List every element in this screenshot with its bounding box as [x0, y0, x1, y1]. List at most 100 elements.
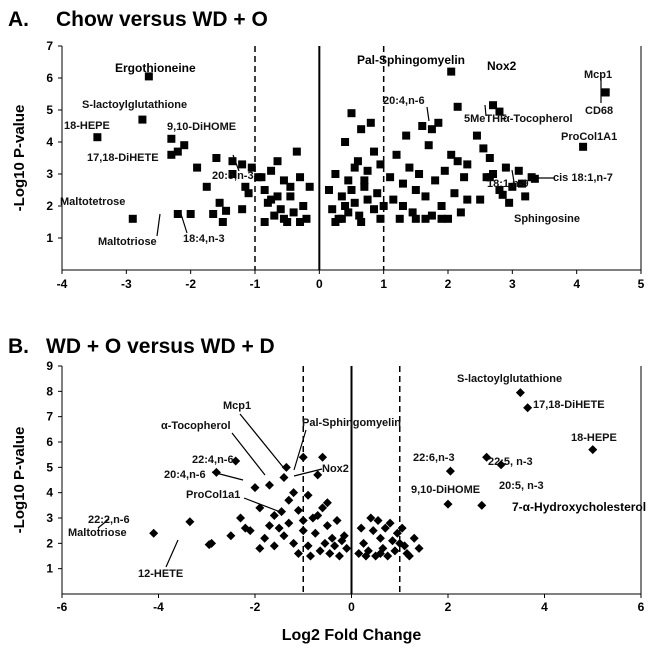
point-annotation: CD68 — [585, 105, 613, 117]
x-tick-label: 3 — [509, 277, 516, 291]
panel-title: WD + O versus WD + D — [46, 335, 275, 358]
data-point — [453, 157, 462, 166]
data-point — [299, 202, 308, 210]
leader-line — [165, 539, 179, 568]
x-tick-label: 0 — [348, 600, 355, 614]
data-point — [342, 543, 352, 553]
labeled-data-point — [211, 467, 221, 477]
x-tick-label: -3 — [121, 277, 132, 291]
data-point — [264, 480, 274, 490]
data-point — [245, 526, 255, 536]
data-point — [331, 170, 340, 178]
labeled-data-point — [495, 107, 504, 116]
y-tick-label: 1 — [46, 231, 53, 245]
point-annotation: Mcp1 — [223, 400, 251, 412]
labeled-data-point — [231, 456, 241, 466]
data-point — [383, 551, 393, 561]
data-point — [350, 163, 359, 172]
labeled-data-point — [523, 403, 533, 413]
point-annotation: Maltotriose — [68, 527, 127, 539]
data-point — [293, 505, 303, 515]
point-annotation: ProCol1A1 — [561, 131, 617, 143]
panel-b: B. WD + O versus WD + D 1 2 3 4 5 6 7 8 9 -6 -4 -2 0 2 4… — [8, 335, 646, 644]
data-point — [289, 538, 299, 548]
data-point — [270, 211, 279, 220]
data-point — [447, 150, 456, 159]
x-tick-label: 2 — [445, 600, 452, 614]
labeled-data-point — [530, 174, 539, 183]
data-point — [450, 189, 459, 198]
data-point — [269, 510, 279, 520]
y-tick-label: 5 — [46, 460, 53, 474]
data-point — [398, 202, 407, 210]
labeled-data-point — [144, 72, 153, 81]
data-point — [411, 186, 420, 194]
data-point — [228, 157, 237, 166]
x-tick-label: -1 — [250, 277, 261, 291]
point-annotation: 17,18-DiHETE — [87, 152, 159, 164]
y-tick-label: 3 — [46, 167, 53, 181]
labeled-data-point — [485, 173, 494, 182]
data-point — [296, 218, 305, 226]
data-point — [517, 179, 526, 188]
data-point — [356, 523, 366, 533]
labeled-data-point — [477, 500, 487, 510]
data-point — [361, 551, 371, 561]
data-point — [255, 503, 265, 513]
point-annotation: 18:4,n-3 — [183, 233, 225, 245]
data-point — [347, 109, 356, 118]
data-point — [293, 548, 303, 558]
data-point — [514, 166, 523, 175]
data-point — [404, 551, 414, 561]
point-annotation: 18-HEPE — [571, 432, 617, 444]
x-tick-label: 2 — [445, 277, 452, 291]
leader-line — [97, 518, 110, 529]
data-point — [392, 150, 401, 159]
data-point — [215, 198, 224, 207]
labeled-data-point — [167, 134, 176, 143]
data-point — [339, 531, 349, 541]
data-point — [322, 498, 332, 508]
data-point — [238, 205, 247, 214]
data-point — [479, 144, 488, 153]
leader-line — [499, 109, 505, 117]
data-point — [292, 147, 301, 156]
point-annotation: 12-HETE — [138, 568, 183, 580]
point-annotation: S-lactoylglutathione — [457, 373, 562, 385]
panel-label: B. — [8, 335, 29, 358]
data-point — [260, 186, 269, 194]
data-point — [289, 208, 298, 217]
labeled-data-point — [588, 445, 598, 455]
data-point — [273, 157, 282, 166]
data-point — [476, 195, 485, 204]
labeled-data-point — [173, 210, 182, 218]
data-point — [315, 546, 325, 556]
data-point — [327, 533, 337, 543]
data-point — [337, 214, 346, 223]
point-annotation: Maltotetrose — [60, 196, 125, 208]
data-point — [350, 198, 359, 207]
point-annotation: 22:5, n-3 — [488, 456, 533, 468]
x-tick-label: -2 — [250, 600, 261, 614]
x-tick-label: -4 — [57, 277, 68, 291]
data-point — [193, 163, 202, 172]
data-point — [286, 182, 295, 191]
point-annotation: Nox2 — [322, 463, 349, 475]
labeled-data-point — [313, 470, 323, 480]
panel-label: A. — [8, 8, 29, 31]
leader-line — [211, 471, 244, 481]
data-point — [267, 166, 276, 175]
point-annotation: α-Tocopherol — [503, 113, 573, 125]
data-point — [298, 516, 308, 526]
data-point — [212, 154, 221, 162]
labeled-data-point — [298, 452, 308, 462]
x-tick-label: 1 — [380, 277, 387, 291]
data-point — [273, 192, 282, 201]
point-annotation: 18:1,n-9 — [487, 178, 529, 190]
data-point — [357, 218, 366, 226]
data-point — [355, 211, 364, 220]
point-annotation: α-Tocopherol — [161, 420, 231, 432]
data-point — [405, 163, 414, 172]
data-point — [324, 186, 333, 194]
point-annotation: 18-HEPE — [64, 120, 110, 132]
